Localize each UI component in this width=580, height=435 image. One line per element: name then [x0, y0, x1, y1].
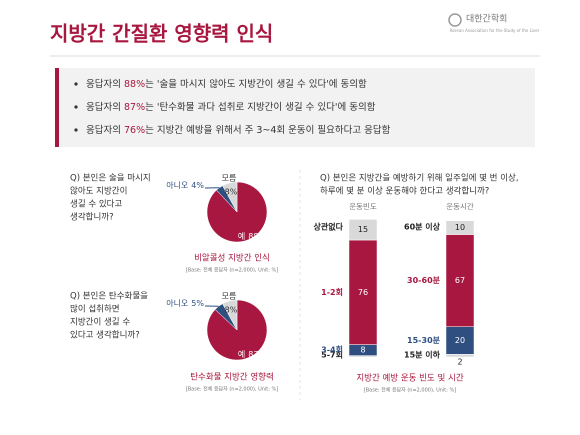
bullet-post: 는 지방간 예방을 위해서 주 3~4회 운동이 필요하다고 응답함: [145, 124, 390, 136]
bar-segment: [445, 326, 475, 355]
bullet-pre: 응답자의: [86, 78, 124, 90]
legend-label: 60분 이상: [404, 222, 441, 232]
category: 예: [238, 349, 245, 359]
page-title: 지방간 간질환 영향력 인식: [50, 22, 273, 46]
chart-note: [Base: 전체 응답자 (n=2,000), Unit: %]: [186, 267, 279, 274]
legend-label: 30-60분: [407, 276, 441, 285]
question: 있다고 생각합니까?: [70, 330, 140, 341]
value-label: 20: [455, 336, 465, 345]
bullet-text: 응답자의 76%는 지방간 예방을 위해서 주 3~4회 운동이 필요하다고 응…: [86, 124, 391, 136]
summary-box: [55, 68, 535, 147]
question: 많이 섭취하면: [70, 304, 120, 315]
chart-title: 비알콜성 지방간 인식: [194, 253, 270, 264]
category: 아니오: [166, 180, 188, 190]
legend-label: 15분 이하: [404, 350, 441, 360]
chart-note: [Base: 전체 응답자 (n=2,000), Unit: %]: [186, 386, 279, 393]
legend-label: 5-7회: [321, 350, 343, 360]
value-label: 8%: [225, 188, 238, 197]
pie-label: 아니오 5%: [166, 298, 204, 308]
question: 지방간이 생길 수: [70, 317, 130, 328]
bar-segment: [445, 220, 475, 235]
category: 모름: [222, 174, 237, 183]
value-label: 88%: [248, 232, 266, 241]
chart-note: [Base: 전체 응답자 (n=2,000), Unit: %]: [364, 387, 457, 394]
chart-title: 탄수화물 지방간 영향력: [190, 372, 274, 383]
question: 생길 수 있다고: [70, 199, 123, 210]
bullet-post: 는 '술을 마시지 않아도 지방간이 생길 수 있다'에 동의함: [145, 78, 367, 90]
value-label: 87%: [248, 350, 266, 359]
value-label: 67: [455, 276, 465, 285]
bar-segment: [348, 219, 378, 241]
question: 하루에 몇 분 이상 운동해야 한다고 생각합니까?: [320, 186, 489, 197]
question: Q) 본인은 술을 마시지: [70, 173, 151, 184]
legend-label: 상관없다: [314, 222, 344, 232]
pie-label: 예 88%: [238, 231, 267, 241]
pie-slice: [222, 181, 238, 213]
bar-segment: [445, 234, 475, 327]
value-label: 4%: [191, 181, 204, 190]
question: 생각합니까?: [70, 212, 114, 223]
x-label: 운동시간: [446, 201, 474, 211]
value-label: 5%: [191, 299, 204, 308]
value-label: 8: [360, 346, 365, 355]
value-label: 15: [358, 225, 368, 234]
logo-name: 대한간학회: [466, 14, 507, 25]
bullet-highlight: 87%: [124, 102, 145, 113]
question: Q) 본인은 지방간을 예방하기 위해 일주일에 몇 번 이상,: [320, 173, 519, 184]
bullet-highlight: 76%: [124, 125, 145, 136]
pie-label: 예 87%: [238, 349, 267, 359]
legend-label: 1-2회: [321, 287, 343, 297]
bullet-dot: [74, 105, 78, 109]
question: 않아도 지방간이: [70, 186, 127, 197]
bullet-dot: [74, 82, 78, 86]
logo-icon: [448, 13, 462, 27]
question: Q) 본인은 탄수화물을: [70, 291, 148, 302]
pie-label: 아니오 4%: [166, 180, 204, 190]
category: 아니오: [166, 298, 188, 308]
bullet-text: 응답자의 88%는 '술을 마시지 않아도 지방간이 생길 수 있다'에 동의함: [86, 78, 367, 90]
legend-label: 15-30분: [407, 336, 441, 345]
legend-label: 3-4회: [321, 345, 343, 355]
value-label: 8%: [225, 306, 238, 315]
value-label: 2: [457, 358, 462, 367]
bar-segment: [348, 239, 378, 345]
bullet-dot: [74, 128, 78, 132]
value-label: 10: [455, 223, 465, 232]
summary-accent: [55, 68, 59, 147]
category: 예: [238, 231, 245, 241]
bullet-pre: 응답자의: [86, 124, 124, 136]
value-label: 76: [358, 288, 368, 297]
logo-subtitle: Korean Association for the Study of the …: [450, 28, 540, 33]
chart-title: 지방간 예방 운동 빈도 및 시간: [356, 373, 464, 384]
pie-slice: [222, 299, 238, 331]
bullet-text: 응답자의 87%는 '탄수화물 과다 섭취로 지방간이 생길 수 있다'에 동의…: [86, 101, 376, 113]
bullet-post: 는 '탄수화물 과다 섭취로 지방간이 생길 수 있다'에 동의함: [145, 101, 376, 113]
bullet-pre: 응답자의: [86, 101, 124, 113]
bullet-highlight: 88%: [124, 79, 145, 90]
category: 모름: [222, 292, 237, 301]
x-label: 운동빈도: [349, 202, 377, 211]
